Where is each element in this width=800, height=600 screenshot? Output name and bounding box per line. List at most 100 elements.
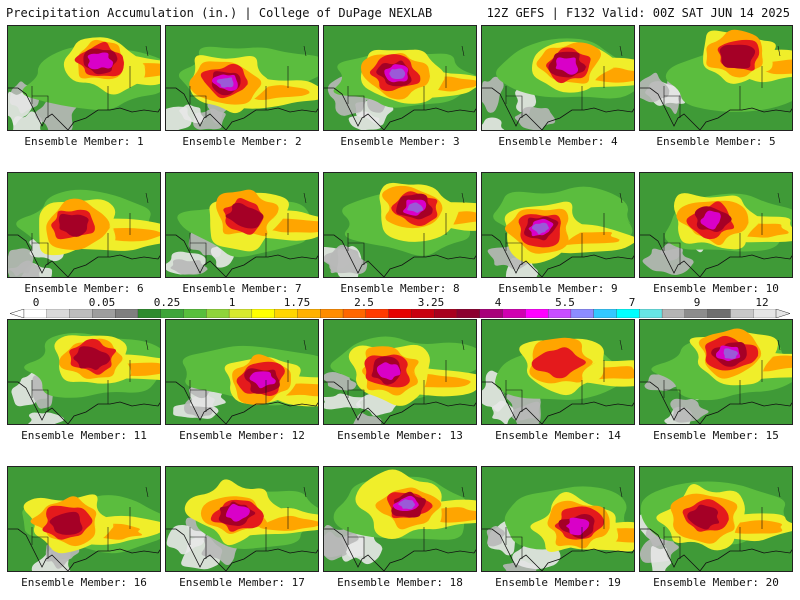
ensemble-member-map (639, 172, 793, 278)
state-borders (505, 486, 623, 559)
ensemble-member-label: Ensemble Member: 15 (653, 429, 779, 442)
ensemble-member-map (165, 172, 319, 278)
ensemble-member-label: Ensemble Member: 18 (337, 576, 463, 589)
precip-contour (249, 371, 276, 389)
colorbar-swatch (69, 309, 93, 318)
colorbar-swatch (593, 309, 617, 318)
colorbar-swatch (388, 309, 412, 318)
precip-contour (407, 202, 424, 213)
state-borders (347, 486, 465, 559)
colorbar-swatch (661, 309, 686, 318)
ensemble-member-label: Ensemble Member: 16 (21, 576, 147, 589)
colorbar-tick-label: 1.75 (283, 296, 311, 309)
colorbar-swatch (639, 309, 663, 318)
dry-area (640, 72, 670, 103)
precip-contour (566, 517, 590, 536)
precip-contour (723, 348, 739, 359)
ensemble-member-label: Ensemble Member: 1 (24, 135, 144, 148)
ensemble-member-label: Ensemble Member: 8 (340, 282, 460, 295)
ensemble-member-label: Ensemble Member: 12 (179, 429, 305, 442)
coastline (166, 528, 318, 571)
colorbar-swatch (684, 309, 709, 318)
coastline (166, 87, 318, 130)
ensemble-member-map (323, 25, 477, 131)
colorbar-swatch (753, 309, 777, 318)
coastline (640, 528, 792, 571)
precipitation-map (640, 467, 792, 571)
coastline (640, 87, 792, 130)
ensemble-member-label: Ensemble Member: 3 (340, 135, 460, 148)
colorbar-swatch (92, 309, 116, 318)
coastline (166, 381, 318, 424)
dry-area (12, 111, 43, 130)
precip-contour (687, 504, 720, 530)
state-borders (663, 192, 781, 265)
colorbar-swatch (46, 309, 71, 318)
ensemble-member-map (7, 466, 161, 572)
state-borders (505, 45, 623, 118)
coastline (324, 381, 476, 424)
coastline (640, 234, 792, 277)
coastline (324, 528, 476, 571)
precipitation-map (8, 173, 160, 277)
dry-area (324, 525, 361, 558)
ensemble-member-map (165, 319, 319, 425)
ensemble-member-map (639, 25, 793, 131)
state-borders (663, 339, 781, 412)
colorbar-swatch (320, 309, 344, 318)
ensemble-member-label: Ensemble Member: 20 (653, 576, 779, 589)
colorbar-swatch (183, 309, 207, 318)
coastline (482, 528, 634, 571)
coastline (166, 234, 318, 277)
colorbar-swatch (297, 309, 321, 318)
colorbar-tick-label: 2.5 (354, 296, 374, 309)
precipitation-map (482, 320, 634, 424)
ensemble-member-label: Ensemble Member: 9 (498, 282, 618, 295)
dry-area (512, 401, 541, 424)
precipitation-map (640, 320, 792, 424)
dry-area (8, 90, 33, 126)
ensemble-member-map (639, 466, 793, 572)
dry-area (8, 260, 42, 277)
colorbar-tick-label: 9 (693, 296, 701, 309)
precip-contour (700, 210, 721, 230)
ensemble-member-label: Ensemble Member: 4 (498, 135, 618, 148)
dry-area (482, 76, 504, 113)
colorbar-swatch (502, 309, 526, 318)
precipitation-map (324, 320, 476, 424)
precip-contour (225, 202, 265, 229)
coastline (482, 381, 634, 424)
precip-contour (49, 511, 83, 535)
state-borders (189, 192, 307, 265)
colorbar-swatch (434, 309, 458, 318)
ensemble-member-map (7, 25, 161, 131)
precip-contour (555, 57, 579, 75)
ensemble-member-label: Ensemble Member: 7 (182, 282, 302, 295)
ensemble-member-label: Ensemble Member: 2 (182, 135, 302, 148)
ensemble-member-label: Ensemble Member: 17 (179, 576, 305, 589)
precip-contour (216, 77, 234, 88)
colorbar-tick-label: 0.25 (153, 296, 181, 309)
precipitation-map (166, 467, 318, 571)
precipitation-map (324, 467, 476, 571)
colorbar-swatch (616, 309, 640, 318)
colorbar-tick-label: 1 (228, 296, 236, 309)
colorbar-swatch (411, 309, 435, 318)
colorbar-swatch (570, 309, 595, 318)
precipitation-map (640, 173, 792, 277)
ensemble-member-map (481, 466, 635, 572)
ensemble-member-map (481, 319, 635, 425)
colorbar-tick-label: 0.05 (88, 296, 116, 309)
dry-area (650, 546, 674, 571)
color-scale-bar (10, 309, 790, 318)
precip-contour (58, 213, 89, 237)
ensemble-member-map (481, 172, 635, 278)
precip-contour (531, 222, 550, 235)
colorbar-swatch (160, 309, 184, 318)
run-info: 12Z GEFS | F132 Valid: 00Z SAT JUN 14 20… (486, 6, 790, 20)
ensemble-member-map (323, 466, 477, 572)
coastline (8, 87, 160, 130)
colorbar-swatch (479, 309, 503, 318)
dry-area (514, 106, 556, 130)
dry-area (642, 248, 696, 275)
